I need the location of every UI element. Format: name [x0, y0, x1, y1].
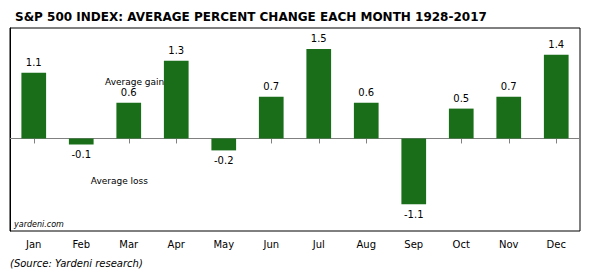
svg-text:-0.1: -0.1 [71, 149, 91, 160]
svg-text:Mar: Mar [119, 239, 139, 250]
svg-text:1.4: 1.4 [548, 39, 564, 50]
svg-text:Aug: Aug [356, 239, 376, 250]
svg-text:(Source: Yardeni research): (Source: Yardeni research) [10, 258, 143, 269]
svg-text:Feb: Feb [72, 239, 90, 250]
svg-text:Jun: Jun [262, 239, 279, 250]
svg-text:S&P 500 INDEX: AVERAGE PERCENT: S&P 500 INDEX: AVERAGE PERCENT CHANGE EA… [15, 10, 487, 24]
svg-text:0.7: 0.7 [501, 81, 517, 92]
svg-text:Jul: Jul [312, 239, 325, 250]
svg-text:1.5: 1.5 [311, 33, 327, 44]
svg-text:1.1: 1.1 [26, 57, 42, 68]
svg-text:Jan: Jan [25, 239, 41, 250]
svg-text:Average gain: Average gain [105, 77, 164, 87]
svg-text:0.7: 0.7 [263, 81, 279, 92]
svg-text:Dec: Dec [547, 239, 566, 250]
svg-text:0.6: 0.6 [121, 87, 137, 98]
svg-text:Apr: Apr [168, 239, 186, 250]
svg-text:-0.2: -0.2 [214, 155, 234, 166]
svg-text:Nov: Nov [499, 239, 519, 250]
svg-text:Sep: Sep [404, 239, 423, 250]
svg-text:yardeni.com: yardeni.com [13, 220, 64, 229]
svg-text:1.3: 1.3 [168, 45, 184, 56]
svg-text:-1.1: -1.1 [404, 209, 424, 220]
svg-text:May: May [213, 239, 234, 250]
svg-text:Average loss: Average loss [91, 176, 149, 186]
svg-text:0.5: 0.5 [453, 93, 469, 104]
svg-text:Oct: Oct [453, 239, 470, 250]
svg-text:0.6: 0.6 [358, 87, 374, 98]
